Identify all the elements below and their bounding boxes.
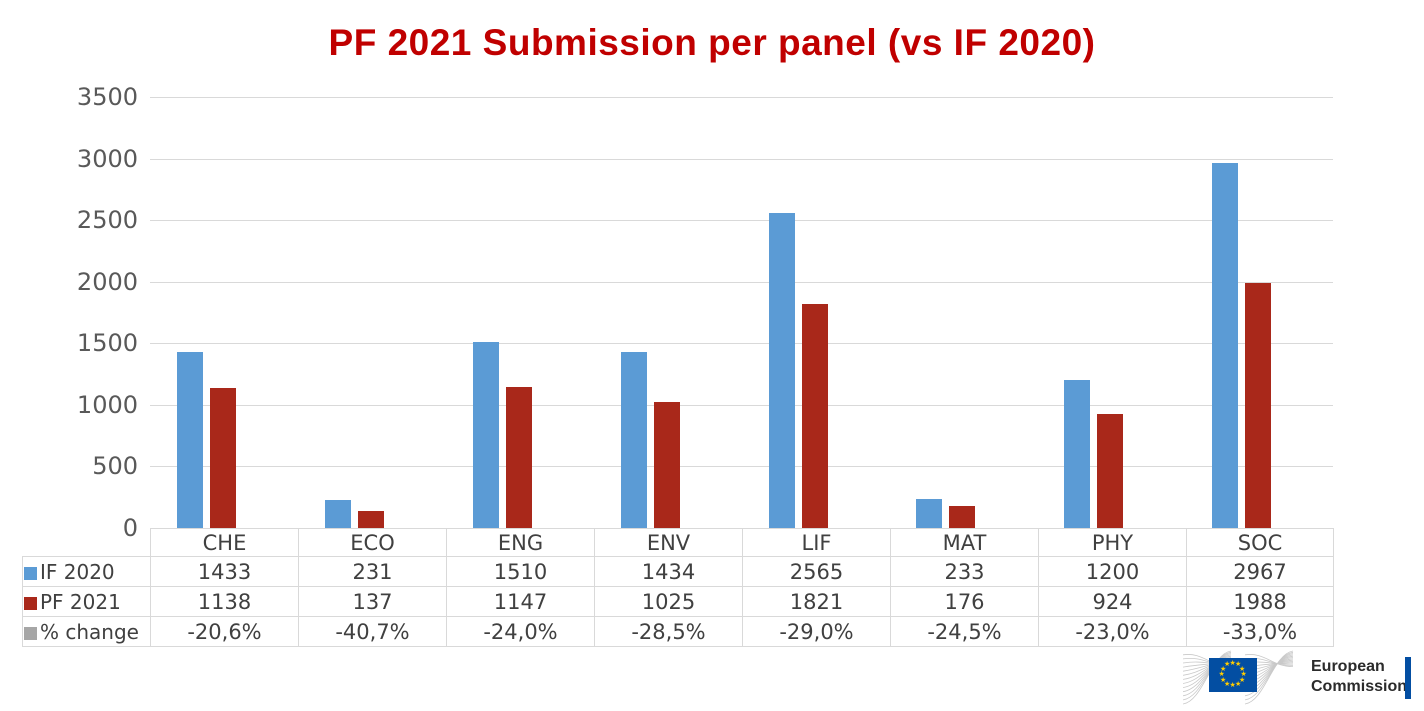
y-axis-tick-label: 3500 — [76, 83, 138, 111]
category-header-env: ENV — [594, 528, 743, 557]
star-icon: ★ — [1229, 681, 1236, 689]
table-row--change: % change -20,6% -40,7% -24,0% -28,5% -29,0% -2… — [22, 616, 1334, 647]
y-axis-tick-label: 2500 — [76, 206, 138, 234]
y-axis-tick-label: 1000 — [76, 390, 138, 419]
ec-logo-text: European Commission — [1311, 657, 1407, 697]
category-header-lif: LIF — [742, 528, 891, 557]
bar-pf2021-che — [210, 387, 236, 528]
table-cell: -40,7% — [298, 616, 447, 647]
table-cell: 1510 — [446, 556, 595, 587]
legend-label-if-2020: IF 2020 — [22, 556, 151, 587]
table-cell: -23,0% — [1038, 616, 1187, 647]
table-cell: 1138 — [150, 586, 299, 617]
y-axis-tick-label: 1500 — [76, 329, 138, 357]
star-icon: ★ — [1239, 664, 1246, 673]
bar-pf2021-mat — [949, 505, 976, 528]
legend-swatch-icon — [24, 566, 37, 580]
gridline-y-2000 — [150, 281, 1333, 283]
y-axis-tick-label: 3000 — [76, 144, 138, 173]
table-row-pf-2021: PF 2021 1138 137 1147 1025 1821 176 924 1988 — [22, 586, 1334, 617]
bar-pf2021-eng — [505, 386, 532, 528]
gridline-y-3500 — [150, 97, 1333, 98]
bar-if2020-env — [620, 351, 647, 528]
star-icon: ★ — [1224, 660, 1231, 669]
category-header-phy: PHY — [1038, 528, 1187, 557]
bar-pf2021-env — [653, 401, 680, 528]
star-icon: ★ — [1219, 675, 1227, 684]
ec-logo-text-line2: Commission — [1311, 678, 1408, 695]
table-cell: 1988 — [1186, 586, 1334, 617]
legend-label--change: % change — [22, 616, 151, 647]
bar-pf2021-eco — [357, 510, 384, 528]
bar-if2020-mat — [916, 498, 943, 528]
table-cell: -24,5% — [890, 616, 1039, 647]
category-header-soc: SOC — [1186, 528, 1334, 557]
table-header-row: CHE ECO ENG ENV LIF MAT PHY SOC — [23, 528, 1334, 557]
category-header-eco: ECO — [298, 528, 447, 557]
ec-logo-blue-bar — [1405, 657, 1411, 699]
table-cell: 233 — [890, 556, 1039, 587]
bar-pf2021-phy — [1097, 413, 1124, 528]
chart-title: PF 2021 Submission per panel (vs IF 2020… — [328, 22, 1096, 63]
star-icon: ★ — [1235, 679, 1242, 688]
gridline-y-1000 — [150, 404, 1333, 406]
table-cell: 1147 — [446, 586, 595, 617]
ec-logo-text-line1: European — [1311, 658, 1385, 675]
legend-swatch-icon — [24, 596, 37, 610]
y-axis-tick-label: 2000 — [76, 267, 138, 296]
table-cell: 1200 — [1038, 556, 1187, 587]
table-cell: 1434 — [594, 556, 743, 587]
star-icon: ★ — [1239, 675, 1246, 684]
star-icon: ★ — [1240, 670, 1247, 678]
bar-if2020-eco — [324, 499, 351, 528]
bar-if2020-soc — [1212, 162, 1239, 528]
table-cell: -24,0% — [446, 616, 595, 647]
table-cell: 2967 — [1186, 556, 1334, 587]
category-header-eng: ENG — [446, 528, 595, 557]
bar-pf2021-soc — [1245, 282, 1272, 528]
table-cell: 1821 — [742, 586, 891, 617]
eu-flag-icon: ★ ★ ★ ★ ★ ★ ★ ★ ★ ★ ★ ★ — [1209, 658, 1257, 692]
star-icon: ★ — [1219, 664, 1227, 673]
y-axis-tick-label: 0 — [122, 513, 138, 542]
gridline-y-1500 — [150, 343, 1333, 344]
gridline-y-500 — [150, 466, 1333, 467]
category-header-mat: MAT — [890, 528, 1039, 557]
table-cell: -28,5% — [594, 616, 743, 647]
table-cell: -33,0% — [1186, 616, 1334, 647]
data-table: CHE ECO ENG ENV LIF MAT PHY SOC IF 2020 1433 231 15… — [22, 528, 1334, 647]
star-icon: ★ — [1224, 679, 1231, 688]
legend-swatch-icon — [24, 626, 37, 640]
table-cell: 924 — [1038, 586, 1187, 617]
table-row-if-2020: IF 2020 1433 231 1510 1434 2565 233 1200 2967 — [22, 556, 1334, 587]
bar-if2020-che — [177, 351, 203, 528]
chart-data-table: CHE ECO ENG ENV LIF MAT PHY SOC IF 2020 1433 231 15… — [22, 528, 1334, 647]
category-header-che: CHE — [150, 528, 299, 557]
table-cell: 1025 — [594, 586, 743, 617]
table-cell: 1433 — [150, 556, 299, 587]
star-icon: ★ — [1235, 660, 1242, 669]
table-cell: 2565 — [742, 556, 891, 587]
table-cell: 176 — [890, 586, 1039, 617]
bar-if2020-eng — [472, 341, 499, 528]
bar-pf2021-lif — [801, 303, 828, 528]
star-icon: ★ — [1229, 659, 1236, 667]
table-cell: 137 — [298, 586, 447, 617]
table-cell: -29,0% — [742, 616, 891, 647]
table-cell: 231 — [298, 556, 447, 587]
legend-label-pf-2021: PF 2021 — [22, 586, 151, 617]
bar-if2020-phy — [1064, 379, 1091, 528]
bar-if2020-lif — [768, 212, 795, 528]
european-commission-logo: ★ ★ ★ ★ ★ ★ ★ ★ ★ ★ ★ ★ European Commission — [1183, 644, 1415, 708]
table-corner-cell — [23, 529, 151, 557]
gridline-y-3000 — [150, 158, 1333, 160]
star-icon: ★ — [1218, 670, 1225, 678]
gridline-y-2500 — [150, 220, 1333, 221]
y-axis-tick-label: 500 — [92, 452, 138, 480]
table-cell: -20,6% — [150, 616, 299, 647]
